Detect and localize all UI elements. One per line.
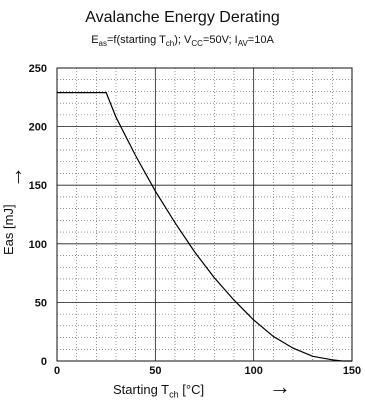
subtitle-sub: CC [191,39,203,49]
x-axis-label-unit: [°C] [178,382,205,397]
x-tick-label: 100 [244,365,262,377]
y-tick-label: 100 [29,239,47,251]
subtitle-sub: as [98,39,107,49]
y-axis-label: Eas [mJ] [1,204,16,255]
subtitle-part: ); V [174,34,192,46]
y-tick-label: 150 [29,180,47,192]
x-axis-label-sub: ch [169,389,179,400]
plot-frame [56,67,353,362]
y-tick-label: 250 [29,63,47,75]
y-tick-label: 0 [41,356,47,368]
x-tick-label: 50 [149,365,161,377]
subtitle-sub: AV [237,39,248,49]
subtitle-part: =10A [247,34,274,46]
x-axis-label-main: Starting T [113,382,170,397]
x-axis-label: Starting Tch [°C] [113,382,204,400]
y-tick-label: 50 [35,297,47,309]
chart-subtitle: Eas=f(starting Tch); VCC=50V; IAV=10A [0,34,365,48]
y-axis-arrow-icon: → [2,166,27,188]
chart-title: Avalanche Energy Derating [85,9,280,26]
x-tick-label: 0 [54,365,60,377]
series-line [57,92,352,362]
subtitle-sub: ch [165,39,175,49]
y-tick-label: 200 [29,122,47,134]
subtitle-part: =f(starting T [107,34,166,46]
x-tick-label: 150 [343,365,361,377]
subtitle-part: =50V; I [202,34,238,46]
subtitle-part: E [91,34,99,46]
x-axis-arrow-icon: → [269,374,291,399]
